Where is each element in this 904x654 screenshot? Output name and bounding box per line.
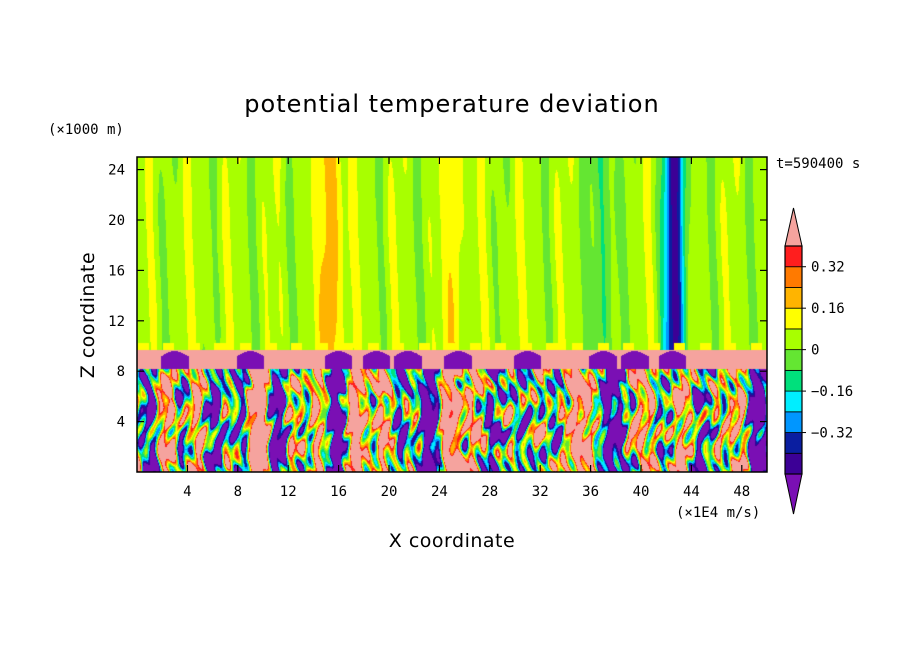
x-axis-label: X coordinate xyxy=(389,530,515,552)
colorbar-bin xyxy=(784,307,803,330)
colorbar-bin xyxy=(784,369,803,392)
x-tick-label: 32 xyxy=(532,484,549,500)
plot-frame xyxy=(136,156,768,473)
y-tick-label: 4 xyxy=(117,415,125,431)
x-tick-label: 12 xyxy=(280,484,297,500)
x-tick-label: 28 xyxy=(481,484,498,500)
x-unit-label: (×1E4 m/s) xyxy=(676,505,760,521)
x-tick-label: 48 xyxy=(733,484,750,500)
y-axis-label: Z coordinate xyxy=(77,252,99,378)
x-tick-label: 40 xyxy=(633,484,650,500)
y-tick-label: 24 xyxy=(108,163,125,179)
colorbar-tick-label: 0.32 xyxy=(811,260,845,276)
y-tick-label: 8 xyxy=(117,364,125,380)
y-unit-label: (×1000 m) xyxy=(48,122,124,138)
time-label: t=590400 s xyxy=(776,156,860,172)
colorbar-bin xyxy=(784,432,803,454)
colorbar: 0.32 0.16 0 −0.16 −0.32 xyxy=(784,207,853,515)
x-tick-label: 16 xyxy=(330,484,347,500)
colorbar-bin xyxy=(784,266,803,288)
colorbar-bin xyxy=(784,328,803,351)
y-tick-label: 16 xyxy=(108,263,125,279)
y-tick-label: 12 xyxy=(108,314,125,330)
x-tick-label: 44 xyxy=(683,484,700,500)
colorbar-max-arrow xyxy=(784,207,803,247)
chart-title: potential temperature deviation xyxy=(244,90,659,118)
y-tick-label: 20 xyxy=(108,213,125,229)
colorbar-tick-label: 0 xyxy=(811,343,819,359)
colorbar-bin xyxy=(784,390,803,413)
colorbar-tick-label: −0.32 xyxy=(811,426,853,442)
heatmap-field xyxy=(137,157,767,472)
x-tick-label: 24 xyxy=(431,484,448,500)
x-tick-label: 8 xyxy=(234,484,242,500)
colorbar-bin xyxy=(784,245,803,268)
colorbar-frame xyxy=(784,245,803,475)
x-tick-label: 36 xyxy=(582,484,599,500)
colorbar-min-arrow xyxy=(784,473,803,515)
x-tick-label: 20 xyxy=(381,484,398,500)
colorbar-bin xyxy=(784,411,803,433)
colorbar-bin xyxy=(784,452,803,475)
colorbar-bin xyxy=(784,349,803,371)
plot-area xyxy=(137,157,767,472)
x-tick-label: 4 xyxy=(183,484,191,500)
colorbar-tick-label: −0.16 xyxy=(811,384,853,400)
colorbar-tick-label: 0.16 xyxy=(811,301,845,317)
colorbar-bin xyxy=(784,287,803,309)
